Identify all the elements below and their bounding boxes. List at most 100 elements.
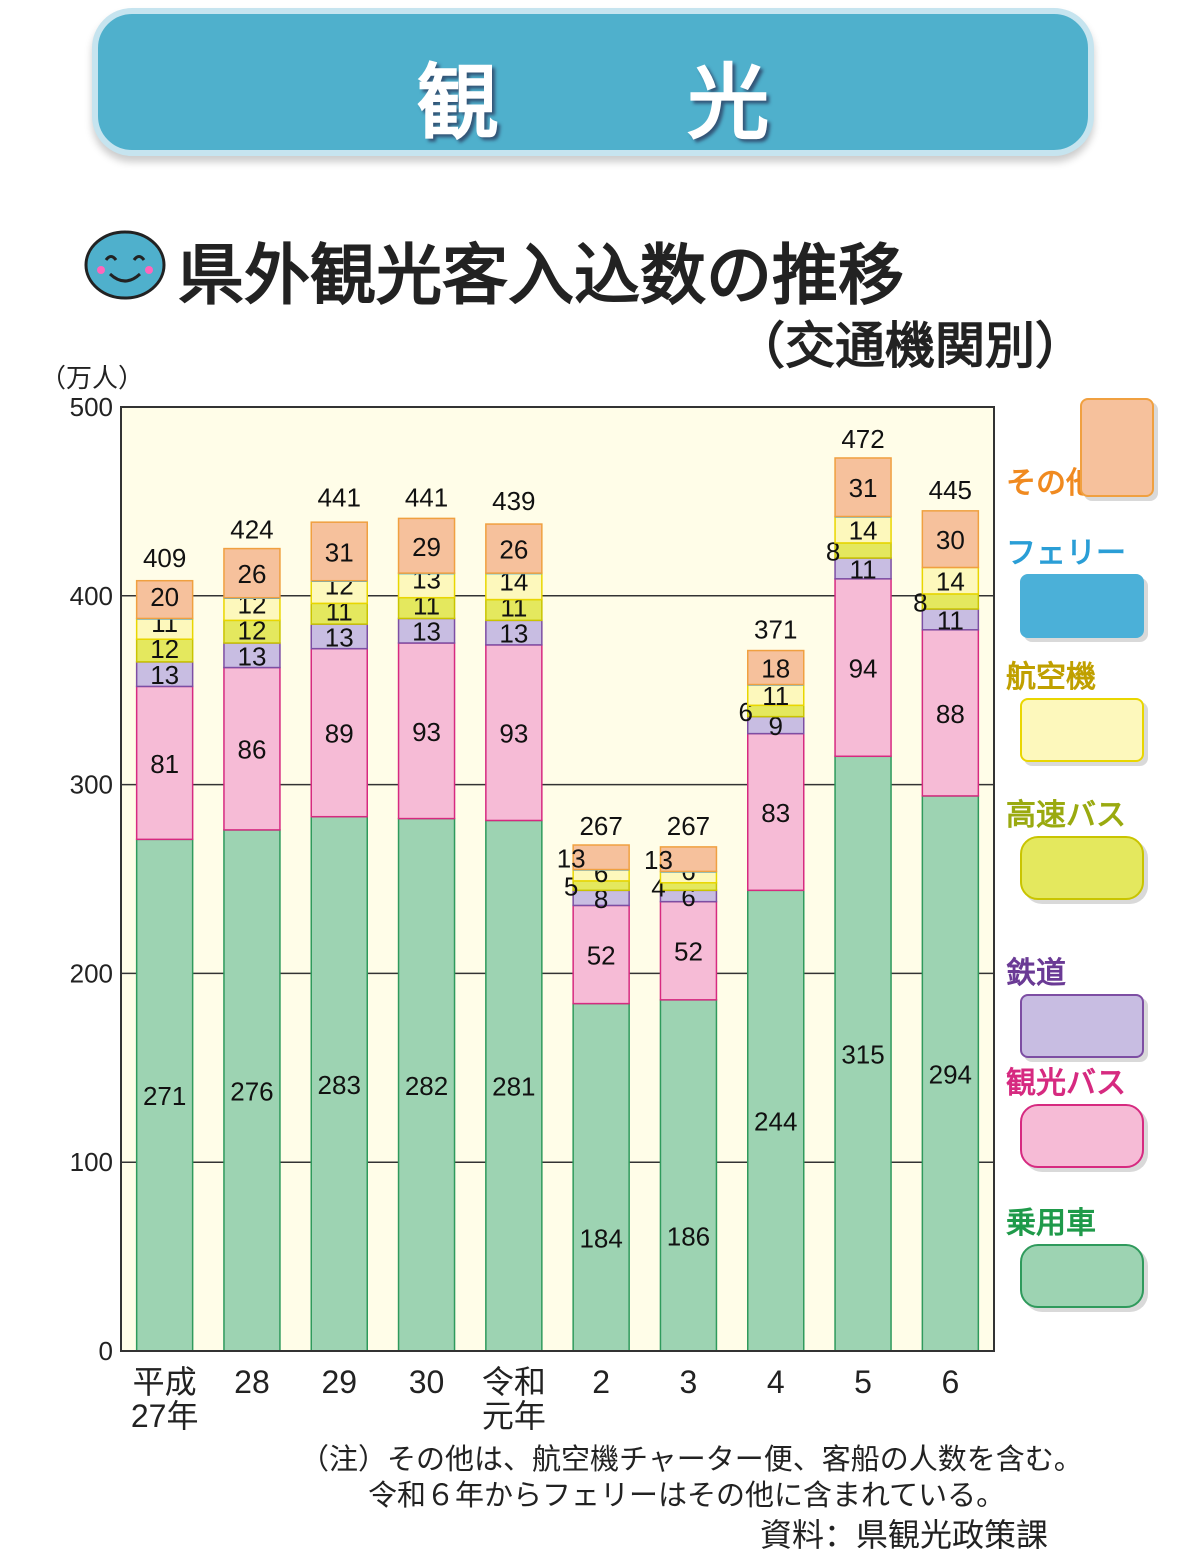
y-axis-unit: （万人） [40,364,145,394]
data-label: 11 [937,605,964,635]
bar-segment [310,623,368,650]
y-tick-label: 400 [70,581,113,611]
data-label: 83 [761,798,790,828]
data-label: 8 [913,587,927,617]
bar-segment [485,523,543,574]
total-label: 441 [405,482,448,512]
data-label: 52 [674,937,703,967]
data-label: 13 [150,660,179,690]
highway-bus-icon [1020,836,1144,900]
total-label: 441 [318,482,361,512]
data-label: 81 [150,749,179,779]
data-label: 13 [237,641,266,671]
legend-label: フェリー [1006,536,1126,571]
data-label: 89 [325,719,354,749]
bar-segment [834,578,892,758]
total-label: 409 [143,543,186,573]
total-label: 472 [841,424,884,454]
data-label: 294 [929,1059,972,1089]
data-label: 20 [150,582,179,612]
bar-segment [223,547,281,599]
bar-segment [397,642,456,820]
bar-segment [397,517,456,574]
x-tick-label: 30 [409,1364,445,1400]
tour-bus-icon [1020,1104,1144,1168]
data-label: 271 [143,1081,186,1111]
x-tick-label: 28 [234,1364,270,1400]
data-label: 86 [237,735,266,765]
data-label: 93 [412,717,441,747]
data-label: 184 [579,1223,622,1253]
y-tick-label: 200 [70,958,113,988]
bar-segment [310,815,368,1352]
total-label: 445 [929,475,972,505]
bar-segment [310,647,368,818]
plot-border [120,406,995,1352]
bar-segment [135,579,194,620]
bar-segment [223,642,281,669]
bar-segment [659,846,718,873]
bar-segment [659,999,718,1352]
bar-segment [223,829,281,1352]
chart-subtitle: （交通機関別） [735,317,1085,375]
data-label: 8 [594,884,608,914]
x-tick-label: 29 [321,1364,357,1400]
data-label: 13 [499,619,528,649]
bar-segment [747,889,805,1352]
bar-segment [310,521,368,582]
data-label: 13 [557,843,586,873]
data-label: 14 [849,516,878,546]
bar-segment [834,515,892,544]
section-title: 観 光 [416,56,850,151]
data-label: 283 [318,1070,361,1100]
smiley-icon [84,230,166,300]
chart-title: 県外観光客入込数の推移 [178,237,904,314]
x-tick-label: 令和 [482,1364,546,1400]
y-tick-label: 500 [70,392,113,422]
data-label: 13 [644,845,673,875]
x-tick-label: 元年 [482,1398,546,1434]
total-label: 267 [579,811,622,841]
bar-segment [485,644,543,822]
ferry-icon [1020,574,1144,638]
data-label: 186 [667,1221,710,1251]
x-tick-label: 4 [767,1364,785,1400]
bar-segment [572,1002,630,1352]
data-label: 88 [936,699,965,729]
x-tick-label: 27年 [131,1398,199,1434]
bar-segment [485,572,543,601]
y-tick-label: 0 [99,1336,113,1366]
data-label: 18 [761,654,790,684]
legend-label: 乗用車 [1006,1206,1096,1241]
total-label: 267 [667,811,710,841]
data-label: 11 [850,554,877,584]
airplane-icon [1020,698,1144,762]
bar-segment [834,457,892,518]
person-icon [1080,398,1154,497]
x-tick-label: 平成 [133,1364,197,1400]
data-label: 31 [849,473,878,503]
data-label: 282 [405,1071,448,1101]
data-label: 31 [325,537,354,567]
bar-segment [397,817,456,1352]
total-label: 424 [230,514,273,544]
x-tick-label: 6 [941,1364,959,1400]
data-label: 26 [499,535,528,565]
bar-segment [397,572,456,599]
note-line-1: （注）その他は、航空機チャーター便、客船の人数を含む。 [300,1442,1083,1476]
legend-label: 観光バス [1006,1066,1126,1101]
data-label: 30 [936,525,965,555]
data-label: 94 [849,654,878,684]
data-label: 315 [841,1040,884,1070]
bar-segment [572,844,630,871]
y-tick-label: 300 [70,770,113,800]
note-line-2: 令和６年からフェリーはその他に含まれている。 [368,1478,1006,1512]
data-label: 281 [492,1072,535,1102]
x-tick-label: 2 [592,1364,610,1400]
total-label: 439 [492,486,535,516]
y-tick-label: 100 [70,1147,113,1177]
bar-segment [747,732,805,892]
bar-segment [747,649,805,686]
data-label: 9 [769,711,783,741]
